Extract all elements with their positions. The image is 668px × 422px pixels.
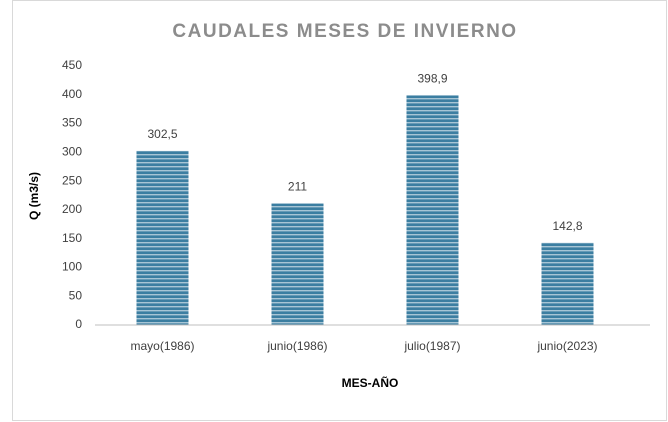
bar <box>271 203 324 325</box>
value-label: 142,8 <box>552 219 582 233</box>
value-label: 302,5 <box>147 127 177 141</box>
y-axis-title: Q (m3/s) <box>27 172 41 220</box>
bar <box>406 95 459 325</box>
y-tick-label: 450 <box>62 58 82 72</box>
chart-title: CAUDALES MESES DE INVIERNO <box>172 21 517 42</box>
y-tick-label: 350 <box>62 116 82 130</box>
y-tick-label: 50 <box>69 288 83 302</box>
y-tick-label: 400 <box>62 87 82 101</box>
y-tick-label: 100 <box>62 260 82 274</box>
x-tick-label: junio(2023) <box>536 339 597 353</box>
x-tick-label: mayo(1986) <box>130 339 194 353</box>
y-tick-label: 0 <box>75 317 82 331</box>
value-label: 211 <box>288 180 307 194</box>
chart-frame <box>12 0 667 421</box>
y-tick-label: 200 <box>62 202 82 216</box>
y-tick-label: 250 <box>62 173 82 187</box>
x-tick-label: junio(1986) <box>266 339 327 353</box>
x-tick-label: julio(1987) <box>403 339 460 353</box>
bar <box>541 242 594 325</box>
x-axis-title: MES-AÑO <box>342 375 399 390</box>
bar <box>136 150 189 325</box>
y-tick-label: 300 <box>62 145 82 159</box>
value-label: 398,9 <box>417 72 447 86</box>
y-tick-label: 150 <box>62 231 82 245</box>
